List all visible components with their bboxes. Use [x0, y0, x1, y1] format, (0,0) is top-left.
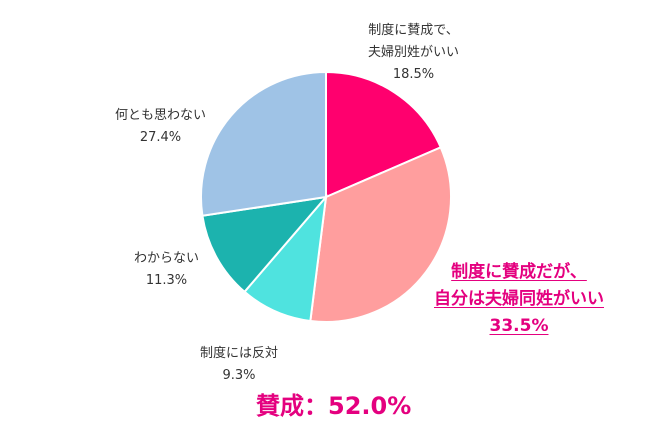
slice-label-line: 制度に賛成で、 — [368, 23, 459, 38]
pie-slice — [309, 146, 452, 323]
slice-label-line: わからない — [134, 251, 200, 266]
label-oppose: 制度には反対 9.3% — [200, 343, 278, 387]
pie-slice — [200, 70, 327, 217]
pie-slice — [325, 70, 443, 199]
slice-label-line: 制度に賛成だが、 — [451, 262, 587, 282]
label-no-opinion: 何とも思わない 27.4% — [115, 105, 206, 149]
label-dont-know: わからない 11.3% — [134, 248, 199, 292]
slice-value: 27.4% — [139, 130, 182, 145]
label-support-separate-surnames: 制度に賛成で、 夫婦別姓がいい 18.5% — [368, 20, 459, 86]
slice-label-line: 何とも思わない — [115, 108, 207, 123]
support-total: 賛成：52.0% — [256, 392, 412, 420]
slice-label-line: 自分は夫婦同姓がいい — [434, 289, 604, 309]
slice-value: 11.3% — [145, 273, 188, 288]
slice-label-line: 制度には反対 — [200, 346, 279, 361]
slice-label-line: 夫婦別姓がいい — [368, 45, 460, 60]
slice-value: 33.5% — [489, 316, 549, 336]
slice-value: 18.5% — [392, 67, 435, 82]
label-support-but-same-surname: 制度に賛成だが、 自分は夫婦同姓がいい 33.5% — [434, 259, 604, 340]
slice-value: 9.3% — [222, 368, 256, 383]
pie-slice — [201, 195, 329, 294]
